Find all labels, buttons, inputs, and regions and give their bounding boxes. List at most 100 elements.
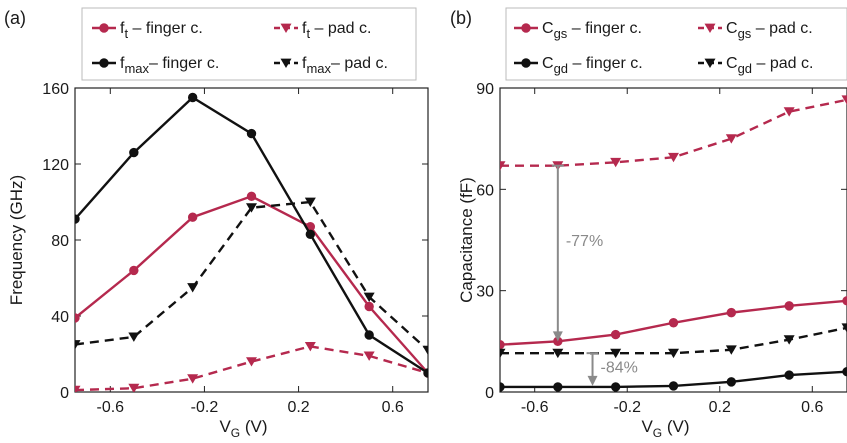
x-axis-label-sub: G bbox=[231, 426, 240, 440]
legend-marker bbox=[280, 58, 292, 68]
y-tick-label: 60 bbox=[476, 182, 494, 199]
data-point bbox=[500, 340, 505, 350]
panel-label: (b) bbox=[450, 8, 472, 28]
data-point bbox=[668, 348, 679, 359]
legend-entry: Cgs – pad c. bbox=[698, 20, 813, 41]
x-axis-label-unit: (V) bbox=[240, 417, 267, 436]
x-tick-label: 0.2 bbox=[287, 399, 309, 416]
data-point bbox=[422, 345, 428, 356]
data-point bbox=[783, 107, 795, 117]
data-point bbox=[726, 377, 737, 387]
y-tick-label: 160 bbox=[42, 81, 69, 98]
legend-label-main: C bbox=[542, 55, 554, 72]
y-tick-label: 120 bbox=[42, 157, 69, 174]
legend-label-main: f bbox=[302, 20, 307, 37]
data-point bbox=[552, 348, 564, 359]
annotation: -77% bbox=[551, 164, 603, 342]
data-point bbox=[246, 357, 257, 367]
data-point bbox=[610, 348, 622, 359]
legend-label-sub: gd bbox=[738, 61, 752, 76]
data-point bbox=[246, 191, 257, 202]
legend-entry: Cgd – finger c. bbox=[514, 55, 643, 76]
data-point bbox=[75, 385, 81, 392]
panel-label: (a) bbox=[4, 8, 26, 28]
legend-box bbox=[505, 7, 847, 81]
annotation-arrow-head bbox=[587, 375, 598, 386]
series-2 bbox=[500, 95, 847, 171]
x-tick-label: 0.6 bbox=[801, 399, 823, 416]
data-point bbox=[75, 340, 81, 350]
panel-a: (a) 0 40 80 120 160 -0.6 -0.2 0.2 0.6 Frequency (G… bbox=[4, 7, 429, 440]
data-point bbox=[129, 265, 139, 276]
data-point bbox=[553, 382, 563, 392]
y-tick-label: 40 bbox=[51, 309, 69, 326]
series-2 bbox=[75, 342, 428, 392]
data-point bbox=[187, 283, 199, 293]
data-point bbox=[246, 128, 257, 139]
data-point bbox=[364, 301, 374, 312]
legend-marker bbox=[99, 58, 109, 68]
legend-label: Cgs – pad c. bbox=[726, 20, 813, 41]
legend-label-rest: – finger c. bbox=[567, 20, 642, 37]
legend-label-main: f bbox=[302, 55, 307, 72]
data-point bbox=[187, 92, 198, 103]
y-tick-label: 80 bbox=[51, 233, 69, 250]
legend-label-sub: t bbox=[124, 26, 128, 41]
y-tick-label: 0 bbox=[60, 385, 69, 402]
legend-entry: fmax– pad c. bbox=[274, 55, 388, 76]
data-point bbox=[500, 382, 505, 392]
data-point bbox=[128, 383, 140, 392]
legend-entry: ft – pad c. bbox=[274, 20, 371, 41]
data-point bbox=[75, 214, 80, 224]
x-axis-label-sub: G bbox=[653, 426, 662, 440]
series-line bbox=[75, 345, 428, 392]
legend-label: Cgd – finger c. bbox=[542, 55, 643, 76]
series-line bbox=[75, 95, 428, 375]
data-point bbox=[610, 157, 622, 168]
data-point bbox=[610, 382, 621, 392]
legend-label-rest: – pad c. bbox=[752, 55, 813, 72]
legend-label: Cgs – finger c. bbox=[542, 20, 642, 41]
x-axis-label: VG (V) bbox=[641, 417, 689, 440]
legend-label-sub: max bbox=[124, 61, 149, 76]
data-point bbox=[304, 342, 316, 352]
data-point bbox=[305, 229, 316, 240]
legend-entry: ft – finger c. bbox=[92, 20, 203, 41]
x-tick-label: -0.6 bbox=[521, 399, 549, 416]
data-point bbox=[129, 147, 139, 158]
legend-label-rest: – finger c. bbox=[568, 55, 643, 72]
series-3 bbox=[75, 92, 428, 378]
legend-marker bbox=[521, 23, 531, 33]
data-point bbox=[500, 161, 506, 171]
x-axis-label-unit: (V) bbox=[662, 417, 689, 436]
data-point bbox=[726, 307, 737, 318]
data-point bbox=[783, 335, 795, 345]
data-point bbox=[423, 368, 428, 378]
legend-label-rest: – finger c. bbox=[128, 20, 203, 37]
legend-label-main: C bbox=[726, 55, 738, 72]
series-1 bbox=[500, 296, 847, 350]
data-point bbox=[668, 152, 679, 163]
legend-label: ft – finger c. bbox=[120, 20, 203, 41]
data-point bbox=[784, 370, 794, 380]
data-point bbox=[668, 318, 679, 328]
series-1 bbox=[75, 191, 428, 378]
data-point bbox=[304, 197, 316, 207]
data-point bbox=[246, 203, 257, 213]
legend-label-rest: – pad c. bbox=[331, 55, 388, 72]
legend-label-main: C bbox=[542, 20, 554, 37]
series-3 bbox=[500, 367, 847, 392]
data-point bbox=[187, 212, 198, 222]
legend-box bbox=[81, 7, 417, 81]
series-4 bbox=[500, 323, 847, 359]
legend-label-sub: gs bbox=[554, 26, 568, 41]
x-tick-label: -0.2 bbox=[191, 399, 219, 416]
annotation-label: -77% bbox=[566, 233, 603, 250]
x-axis-label-main: V bbox=[219, 417, 231, 436]
data-point bbox=[784, 301, 794, 311]
legend-entry: Cgs – finger c. bbox=[514, 20, 642, 41]
annotation-arrow-head bbox=[552, 331, 563, 342]
legend-marker bbox=[704, 58, 716, 68]
y-tick-label: 0 bbox=[485, 385, 494, 402]
